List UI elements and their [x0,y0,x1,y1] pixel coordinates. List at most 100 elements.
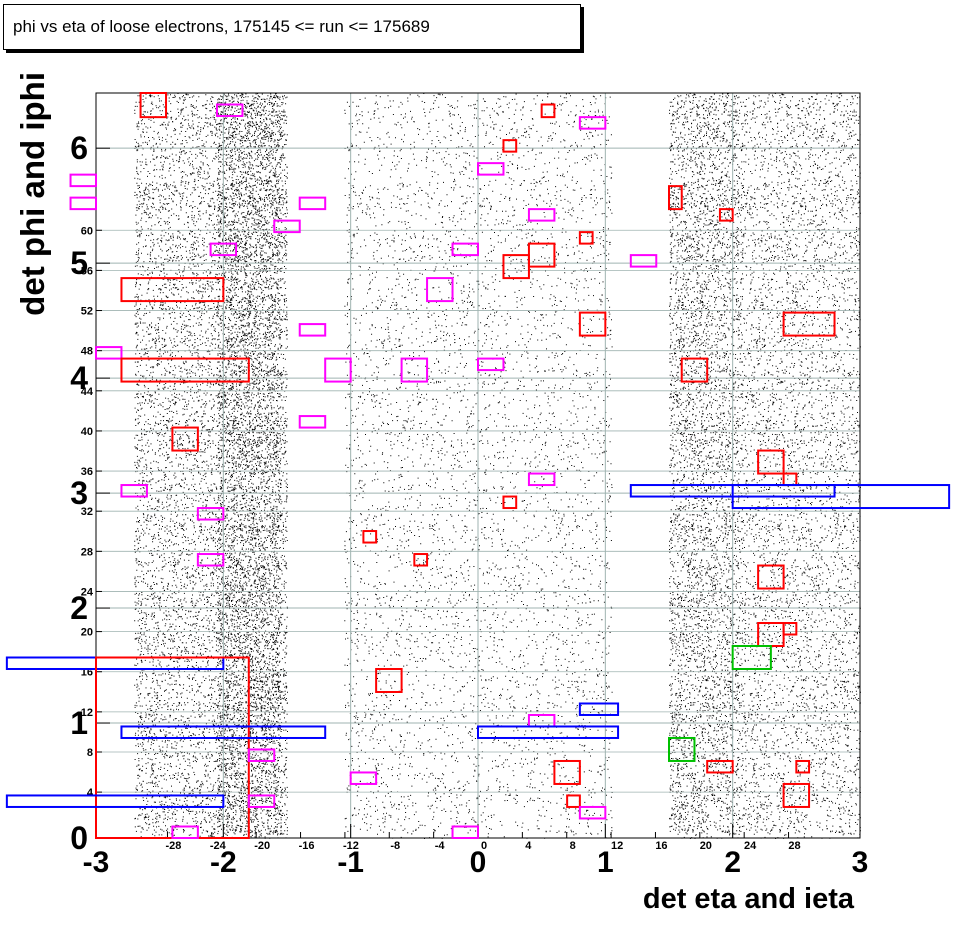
iphi-tick-label: 44 [81,386,94,398]
cell-box [757,449,785,475]
ieta-tick-label: 28 [788,840,800,852]
cell-box [578,116,607,130]
cell-box [782,622,798,636]
chart-title: phi vs eta of loose electrons, 175145 <=… [3,4,581,50]
cell-box [706,759,734,774]
ieta-tick-label: -16 [299,840,315,852]
cell-box [578,805,607,820]
cell-box [247,748,276,762]
x-tick-label: 2 [724,846,741,879]
cell-box [527,472,556,487]
ieta-tick-label: 24 [744,840,757,852]
ieta-tick-label: 4 [525,840,532,852]
ieta-tick-label: 8 [570,840,576,852]
ieta-tick-label: 20 [700,840,712,852]
y-tick-label: 2 [70,590,88,626]
dead-cell-boxes [5,92,951,840]
cell-box [426,277,454,303]
cell-box [527,208,556,222]
cell-box [795,759,811,774]
y-tick-label: 3 [70,475,88,511]
cell-box [298,415,327,429]
cell-box [502,139,518,153]
cell-box [731,484,951,510]
iphi-tick-label: 12 [81,707,93,719]
cell-box [120,357,250,383]
cell-box [120,277,225,303]
cell-box [196,553,225,567]
ieta-tick-label: -24 [210,840,227,852]
y-tick-label: 0 [70,820,88,856]
ieta-tick-label: -4 [435,840,446,852]
cell-box [247,794,276,808]
x-axis-label: det eta and ieta [643,883,855,915]
cell-box [578,231,594,245]
cell-box [139,92,168,119]
cell-box [731,645,772,670]
cell-box [782,472,798,487]
cell-box [668,185,683,211]
axis-ticks: -3 -2 -1 0 1 2 3-28 -24 -20 -16 -12 -8 -4 0 4 8 12 16 20 24… [70,130,868,879]
cell-box [477,725,620,739]
ieta-tick-label: -20 [254,840,270,852]
ieta-tick-label: -28 [166,840,182,852]
cell-box [757,564,785,590]
cell-box [451,242,479,257]
iphi-tick-label: 36 [81,466,93,478]
cell-box [171,825,199,840]
cell-box [209,242,238,257]
cell-box [400,357,429,383]
iphi-tick-label: 8 [87,747,93,759]
cell-box [502,495,518,510]
ieta-tick-label: 16 [655,840,667,852]
cell-box [629,254,658,268]
cell-box [349,771,378,785]
cell-box [5,656,225,670]
cell-box [324,357,352,383]
cell-box [298,323,327,337]
cell-box [5,794,225,808]
y-tick-label: 4 [70,360,88,396]
x-tick-label: 3 [852,846,869,879]
ieta-tick-label: -8 [390,840,400,852]
iphi-tick-label: 4 [87,787,94,799]
cell-box [413,553,429,567]
cell-box [578,311,607,337]
x-tick-label: 0 [470,846,487,879]
cell-box [95,346,123,360]
cell-box [680,357,709,383]
cell-box [120,484,148,498]
cell-box [298,196,327,211]
iphi-tick-label: 28 [81,546,93,558]
x-tick-label: -3 [83,846,110,879]
cell-box [553,759,581,785]
ieta-tick-label: -12 [343,840,359,852]
cell-box [668,736,696,762]
cell-box [527,713,556,728]
cell-box [375,667,403,693]
ieta-tick-label: 0 [481,840,487,852]
cell-box [171,426,199,452]
cell-box [215,103,244,117]
ieta-tick-label: 12 [611,840,623,852]
y-tick-label: 6 [70,130,88,166]
iphi-tick-label: 32 [81,506,93,518]
cell-box [69,196,97,211]
cell-box [273,219,301,234]
cell-box [782,782,811,808]
iphi-tick-label: 24 [81,586,94,598]
cell-box [782,311,836,337]
cell-box [718,208,734,222]
y-tick-label: 5 [70,245,88,281]
cell-box [69,173,97,188]
cell-box [578,702,620,716]
iphi-tick-label: 20 [81,627,93,639]
cell-box [120,725,327,739]
iphi-tick-label: 48 [81,346,93,358]
cell-box [757,622,785,648]
iphi-tick-label: 40 [81,426,93,438]
x-tick-label: -2 [210,846,237,879]
y-axis-label: det phi and iphi [14,72,51,316]
iphi-tick-label: 56 [81,265,93,277]
